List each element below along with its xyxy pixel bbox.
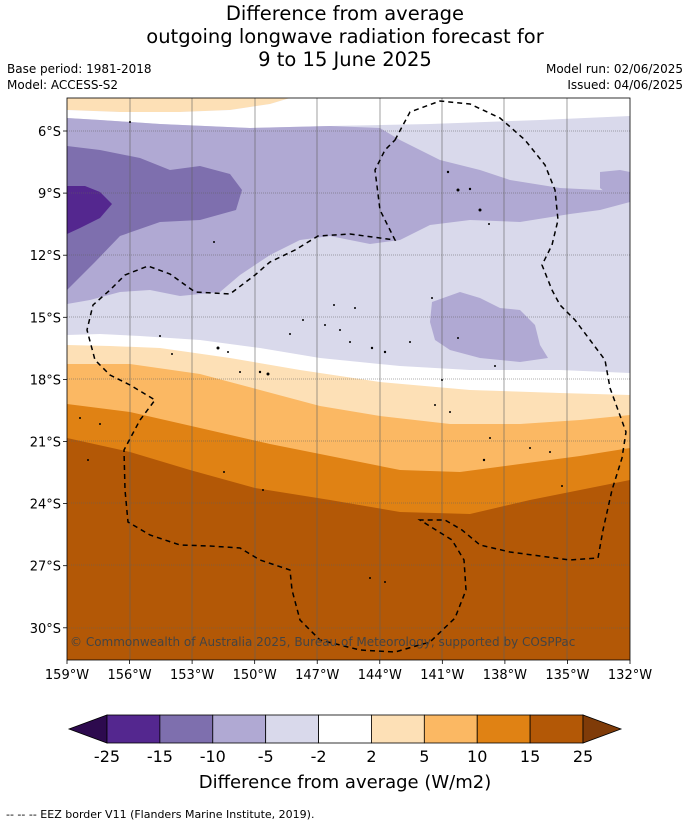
colorbar — [67, 714, 623, 744]
anomaly-minus10-minus15-region — [67, 146, 242, 290]
lat-tick-label: 12°S — [30, 249, 61, 264]
lon-tick-label: 150°W — [233, 668, 277, 683]
lon-tick-label: 147°W — [295, 668, 339, 683]
colorbar-bin — [423, 714, 478, 744]
top-warm-strip — [67, 98, 290, 112]
lon-tick-label: 156°W — [107, 668, 151, 683]
anomaly-minus5-east-patch — [600, 170, 630, 202]
olr-anomaly-map: © Commonwealth of Australia 2025, Bureau… — [30, 97, 652, 793]
base-period-text: Base period: 1981-2018 — [7, 62, 152, 76]
colorbar-bin — [318, 714, 372, 744]
eez-legend-text: -- -- -- EEZ border V11 (Flanders Marine… — [6, 808, 315, 821]
lon-tick-label: 153°W — [170, 668, 214, 683]
lon-tick-label: 144°W — [358, 668, 402, 683]
colorbar-tick-label: -15 — [147, 747, 173, 766]
colorbar-bin — [159, 714, 214, 744]
colorbar-bin — [476, 714, 531, 744]
lon-tick-label: 159°W — [45, 668, 89, 683]
title-line-1: Difference from average — [225, 2, 465, 25]
lat-tick-label: 21°S — [30, 436, 61, 451]
colorbar-tick-label: -25 — [94, 747, 120, 766]
colorbar-tick-label: 25 — [573, 747, 593, 766]
anomaly-minus15-minus25-region — [67, 186, 112, 234]
lon-tick-label: 132°W — [608, 668, 652, 683]
colorbar-tick-label: 10 — [467, 747, 487, 766]
colorbar-tick-label: 15 — [520, 747, 540, 766]
colorbar-tick-label: -10 — [200, 747, 226, 766]
colorbar-tick-label: -2 — [311, 747, 327, 766]
lat-tick-label: 6°S — [38, 125, 61, 140]
colorbar-bin — [371, 714, 425, 744]
colorbar-bin — [529, 714, 584, 744]
colorbar-bin — [265, 714, 319, 744]
lon-tick-label: 138°W — [483, 668, 527, 683]
colorbar-bin — [106, 714, 161, 744]
title-line-2: outgoing longwave radiation forecast for — [146, 25, 544, 48]
anomaly-minus5-south-patch — [430, 292, 548, 362]
model-text: Model: ACCESS-S2 — [7, 78, 119, 92]
longitude-labels: 159°W 156°W 153°W 150°W 147°W 144°W 141°W 138°W… — [45, 660, 652, 683]
islands — [79, 121, 563, 583]
lat-tick-label: 24°S — [30, 498, 61, 513]
lon-tick-label: 141°W — [420, 668, 464, 683]
lon-tick-label: 135°W — [545, 668, 589, 683]
latitude-labels: 6°S 9°S 12°S 15°S 18°S 21°S 24°S 27°S 30°S — [30, 125, 67, 637]
model-run-text: Model run: 02/06/2025 — [545, 62, 683, 76]
anomaly-minus5-minus10-region — [67, 118, 630, 304]
copyright-text: © Commonwealth of Australia 2025, Bureau… — [70, 635, 575, 649]
issued-text: Issued: 04/06/2025 — [567, 78, 683, 92]
colorbar-tick-label: 5 — [419, 747, 429, 766]
lat-tick-label: 9°S — [38, 187, 61, 202]
colorbar-over-arrow — [582, 714, 623, 744]
lat-tick-label: 15°S — [30, 311, 61, 326]
lat-tick-label: 27°S — [30, 560, 61, 575]
map-field — [67, 98, 630, 660]
lat-tick-label: 30°S — [30, 622, 61, 637]
colorbar-bin — [212, 714, 267, 744]
colorbar-under-arrow — [67, 714, 108, 744]
colorbar-title: Difference from average (W/m2) — [199, 772, 491, 793]
colorbar-tick-label: 2 — [366, 747, 376, 766]
colorbar-labels: -25 -15 -10 -5 -2 2 5 10 15 25 — [94, 747, 593, 766]
title-line-3: 9 to 15 June 2025 — [258, 48, 432, 71]
top-neutral-strip — [67, 98, 630, 128]
colorbar-tick-label: -5 — [258, 747, 274, 766]
lat-tick-label: 18°S — [30, 373, 61, 388]
